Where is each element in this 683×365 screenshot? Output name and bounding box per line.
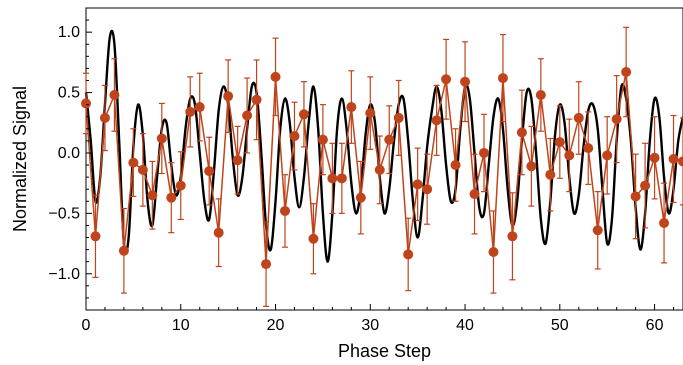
data-point [280, 205, 290, 216]
data-point [289, 131, 300, 142]
data-point [640, 180, 651, 191]
data-point [298, 109, 309, 120]
data-point [526, 161, 537, 172]
x-tick-label: 0 [82, 317, 91, 334]
plot-area-border [85, 7, 683, 311]
data-point [270, 71, 281, 82]
data-point [554, 137, 565, 148]
y-tick-label: 1.0 [58, 24, 80, 41]
data-point [611, 114, 622, 125]
data-point [109, 89, 120, 100]
data-point [659, 218, 670, 229]
data-point [403, 249, 414, 260]
data-point [213, 227, 224, 238]
model-curve-layer [84, 29, 683, 263]
data-point [156, 133, 167, 144]
data-point [460, 76, 471, 87]
data-point [678, 156, 683, 167]
y-tick-label: −1.0 [48, 266, 80, 283]
x-tick-label: 40 [456, 317, 474, 334]
data-point [488, 247, 499, 258]
y-tick-label: 0.0 [58, 145, 80, 162]
data-point [232, 155, 243, 166]
data-point [545, 169, 556, 180]
data-point [630, 191, 641, 202]
data-point [355, 192, 366, 203]
y-tick-label: −0.5 [48, 205, 80, 222]
data-point [175, 180, 186, 191]
data-point [374, 164, 385, 175]
x-tick-label: 20 [267, 317, 285, 334]
x-axis: 0 10 20 30 40 50 60 [82, 304, 675, 334]
data-point [441, 74, 452, 85]
data-point [137, 164, 148, 175]
data-point [166, 192, 177, 203]
data-point [336, 173, 347, 184]
data-point [204, 166, 215, 177]
data-point [346, 102, 357, 113]
x-axis-title: Phase Step [338, 341, 431, 361]
data-point [602, 150, 613, 161]
data-point [99, 112, 110, 123]
data-point [185, 106, 196, 117]
data-points-layer [81, 26, 683, 307]
data-point [251, 94, 262, 105]
data-point [261, 259, 272, 270]
data-point [147, 190, 158, 201]
data-point [422, 184, 433, 195]
data-point [621, 67, 632, 78]
data-point [564, 150, 575, 161]
plot-frame [85, 7, 683, 311]
data-point [365, 108, 376, 119]
data-point [194, 102, 205, 113]
data-point [516, 127, 527, 138]
data-connecting-line [85, 71, 683, 265]
data-point [128, 157, 139, 168]
data-point [118, 245, 129, 256]
data-point [479, 147, 489, 158]
data-point [450, 160, 461, 171]
data-point [308, 233, 319, 244]
y-tick-label: 0.5 [58, 85, 80, 102]
data-point [469, 189, 480, 200]
data-point [384, 134, 395, 145]
y-axis: −1.0 −0.5 0.0 0.5 1.0 [48, 7, 92, 311]
model-curve [84, 29, 683, 263]
data-point [649, 152, 660, 163]
data-point [507, 231, 518, 242]
x-tick-label: 30 [361, 317, 379, 334]
data-point [535, 89, 546, 100]
data-point [90, 231, 101, 242]
data-point [317, 134, 328, 145]
data-point [592, 225, 603, 236]
x-tick-label: 50 [551, 317, 569, 334]
data-point [223, 91, 234, 102]
x-tick-label: 60 [646, 317, 664, 334]
data-point [242, 110, 253, 121]
data-point [327, 173, 338, 184]
data-point [497, 73, 508, 84]
data-point [431, 115, 442, 126]
data-point [412, 179, 423, 190]
y-axis-title: Normalized Signal [10, 86, 30, 232]
data-point [668, 154, 679, 164]
data-point [583, 143, 594, 154]
data-point [573, 112, 584, 123]
x-tick-label: 10 [172, 317, 190, 334]
data-point [81, 98, 91, 109]
data-point [393, 112, 404, 123]
